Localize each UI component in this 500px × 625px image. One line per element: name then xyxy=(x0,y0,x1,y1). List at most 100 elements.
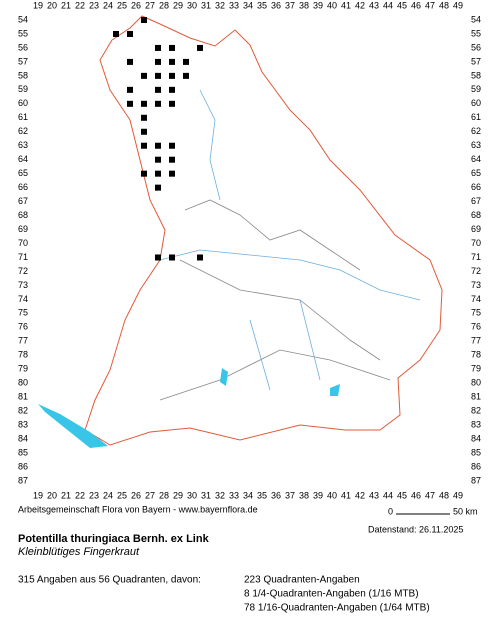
row-label: 77 xyxy=(18,336,28,346)
credit: Arbeitsgemeinschaft Flora von Bayern - w… xyxy=(18,504,258,514)
column-label: 25 xyxy=(117,0,127,10)
column-label: 43 xyxy=(369,490,379,500)
column-label: 29 xyxy=(173,0,183,10)
row-label: 62 xyxy=(471,126,481,136)
row-label: 81 xyxy=(471,392,481,402)
row-label: 56 xyxy=(471,42,481,52)
column-label: 21 xyxy=(61,0,71,10)
row-label: 57 xyxy=(471,56,481,66)
occurrence-marker xyxy=(141,17,147,23)
column-label: 34 xyxy=(243,490,253,500)
row-label: 72 xyxy=(471,266,481,276)
occurrence-marker xyxy=(127,58,133,65)
row-label: 87 xyxy=(18,475,28,485)
occurrence-marker xyxy=(155,100,161,107)
row-label: 86 xyxy=(471,461,481,471)
column-label: 21 xyxy=(61,490,71,500)
occurrence-marker xyxy=(155,254,161,261)
date: Datenstand: 26.11.2025 xyxy=(368,524,463,534)
column-label: 47 xyxy=(425,490,435,500)
column-label: 20 xyxy=(47,490,57,500)
row-label: 83 xyxy=(18,420,28,430)
column-label: 45 xyxy=(397,0,407,10)
row-label: 61 xyxy=(18,112,28,122)
column-label: 31 xyxy=(201,0,211,10)
occurrence-marker xyxy=(141,142,147,149)
row-label: 65 xyxy=(18,168,28,178)
occurrence-marker xyxy=(141,170,147,177)
occurrence-marker xyxy=(169,44,175,51)
column-label: 36 xyxy=(271,490,281,500)
row-label: 55 xyxy=(18,28,28,38)
occurrence-marker xyxy=(169,156,175,163)
column-label: 40 xyxy=(327,0,337,10)
column-label: 27 xyxy=(145,0,155,10)
column-label: 43 xyxy=(369,0,379,10)
row-label: 54 xyxy=(471,14,481,24)
scale-start: 0 xyxy=(388,506,393,516)
row-label: 69 xyxy=(18,224,28,234)
occurrence-marker xyxy=(169,72,175,79)
row-label: 71 xyxy=(471,252,481,262)
lake xyxy=(38,404,108,448)
row-label: 63 xyxy=(471,140,481,150)
occurrence-marker xyxy=(169,170,175,177)
row-label: 75 xyxy=(471,308,481,318)
column-label: 34 xyxy=(243,0,253,10)
column-label: 33 xyxy=(229,490,239,500)
column-label: 49 xyxy=(453,490,463,500)
row-label: 68 xyxy=(471,210,481,220)
lake xyxy=(220,368,340,396)
row-label: 64 xyxy=(471,154,481,164)
row-label: 55 xyxy=(471,28,481,38)
row-label: 58 xyxy=(471,70,481,80)
row-label: 61 xyxy=(471,112,481,122)
row-label: 86 xyxy=(18,461,28,471)
occurrence-marker xyxy=(141,100,147,107)
column-label: 38 xyxy=(299,0,309,10)
row-label: 84 xyxy=(471,433,481,443)
column-label: 49 xyxy=(453,0,463,10)
row-label: 68 xyxy=(18,210,28,220)
row-label: 73 xyxy=(471,280,481,290)
column-label: 29 xyxy=(173,490,183,500)
row-label: 80 xyxy=(18,378,28,388)
column-label: 23 xyxy=(89,0,99,10)
occurrence-marker xyxy=(113,30,119,37)
species-title: Potentilla thuringiaca Bernh. ex Link xyxy=(18,533,210,545)
occurrence-marker xyxy=(155,184,161,191)
row-label: 59 xyxy=(471,84,481,94)
row-label: 75 xyxy=(18,308,28,318)
occurrence-marker xyxy=(169,100,175,107)
column-label: 19 xyxy=(33,0,43,10)
row-label: 59 xyxy=(18,84,28,94)
column-label: 26 xyxy=(131,490,141,500)
column-label: 20 xyxy=(47,0,57,10)
column-label: 41 xyxy=(341,490,351,500)
column-label: 39 xyxy=(313,490,323,500)
state-border xyxy=(84,15,443,446)
column-label: 19 xyxy=(33,490,43,500)
row-label: 70 xyxy=(471,238,481,248)
occurrence-marker xyxy=(155,156,161,163)
column-label: 37 xyxy=(285,0,295,10)
species-subtitle: Kleinblütiges Fingerkraut xyxy=(18,546,140,558)
row-label: 85 xyxy=(18,447,28,457)
stats-line: 78 1/16-Quadranten-Angaben (1/64 MTB) xyxy=(244,603,430,614)
occurrence-marker xyxy=(141,114,147,121)
column-label: 35 xyxy=(257,0,267,10)
column-label: 46 xyxy=(411,0,421,10)
row-label: 76 xyxy=(18,322,28,332)
column-label: 24 xyxy=(103,0,113,10)
row-label: 84 xyxy=(18,433,28,443)
occurrence-marker xyxy=(155,72,161,79)
occurrence-marker xyxy=(141,128,147,135)
column-label: 22 xyxy=(75,490,85,500)
column-label: 44 xyxy=(383,0,393,10)
row-label: 62 xyxy=(18,126,28,136)
row-label: 82 xyxy=(18,406,28,416)
occurrence-marker xyxy=(141,72,147,79)
row-label: 63 xyxy=(18,140,28,150)
row-label: 57 xyxy=(18,56,28,66)
